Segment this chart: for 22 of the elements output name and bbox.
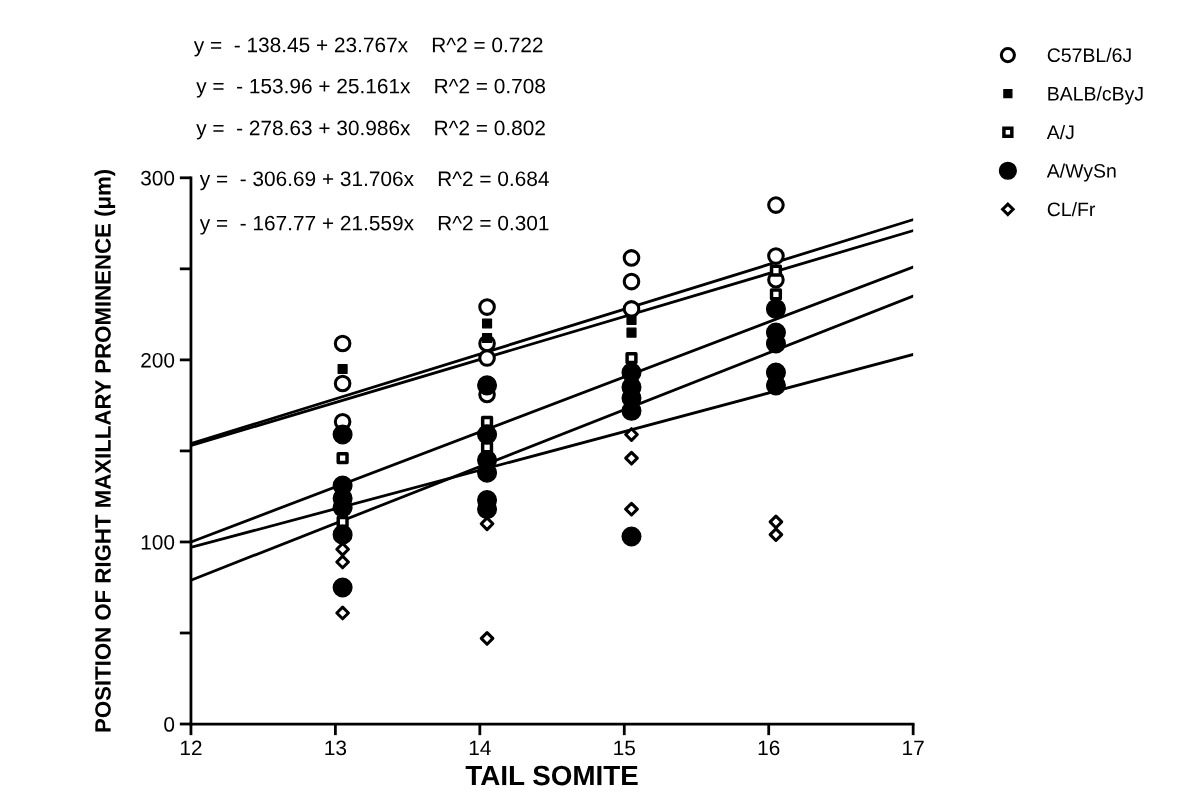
text: y = - 153.96 + 25.161x R^2 = 0.708	[196, 78, 545, 98]
legend-label: C57BL/6J	[1047, 47, 1131, 63]
y-axis-title: POSITION OF RIGHT MAXILLARY PROMINENCE (μm)	[94, 169, 116, 732]
x-tick-label: 17	[903, 740, 924, 756]
y-tick-label: 300	[141, 170, 175, 186]
y-tick-label: 100	[141, 534, 175, 550]
x-tick-label: 15	[614, 740, 635, 756]
legend-label: CL/Fr	[1047, 201, 1096, 217]
annotation: y = - 306.69 + 31.706x R^2 = 0.684	[199, 171, 549, 191]
legend-label: A/J	[1046, 124, 1074, 140]
x-axis-title: TAIL SOMITE	[465, 765, 638, 786]
x-tick-label: 13	[325, 740, 347, 756]
legend-label: BALB/cByJ	[1048, 86, 1143, 105]
x-tick-label: 12	[180, 740, 202, 756]
x-tick-label: 14	[469, 740, 491, 756]
y-tick-label: 200	[141, 352, 175, 368]
y-tick-label: 0	[164, 717, 175, 732]
x-tick-label: 16	[758, 740, 780, 756]
legend-label: A/WySn	[1046, 163, 1116, 182]
annotation: y = - 167.77 + 21.559x R^2 = 0.301	[199, 215, 549, 235]
text: y = - 138.45 + 23.767x R^2 = 0.722	[193, 37, 543, 57]
text: y = - 278.63 + 30.986x R^2 = 0.802	[196, 120, 545, 140]
